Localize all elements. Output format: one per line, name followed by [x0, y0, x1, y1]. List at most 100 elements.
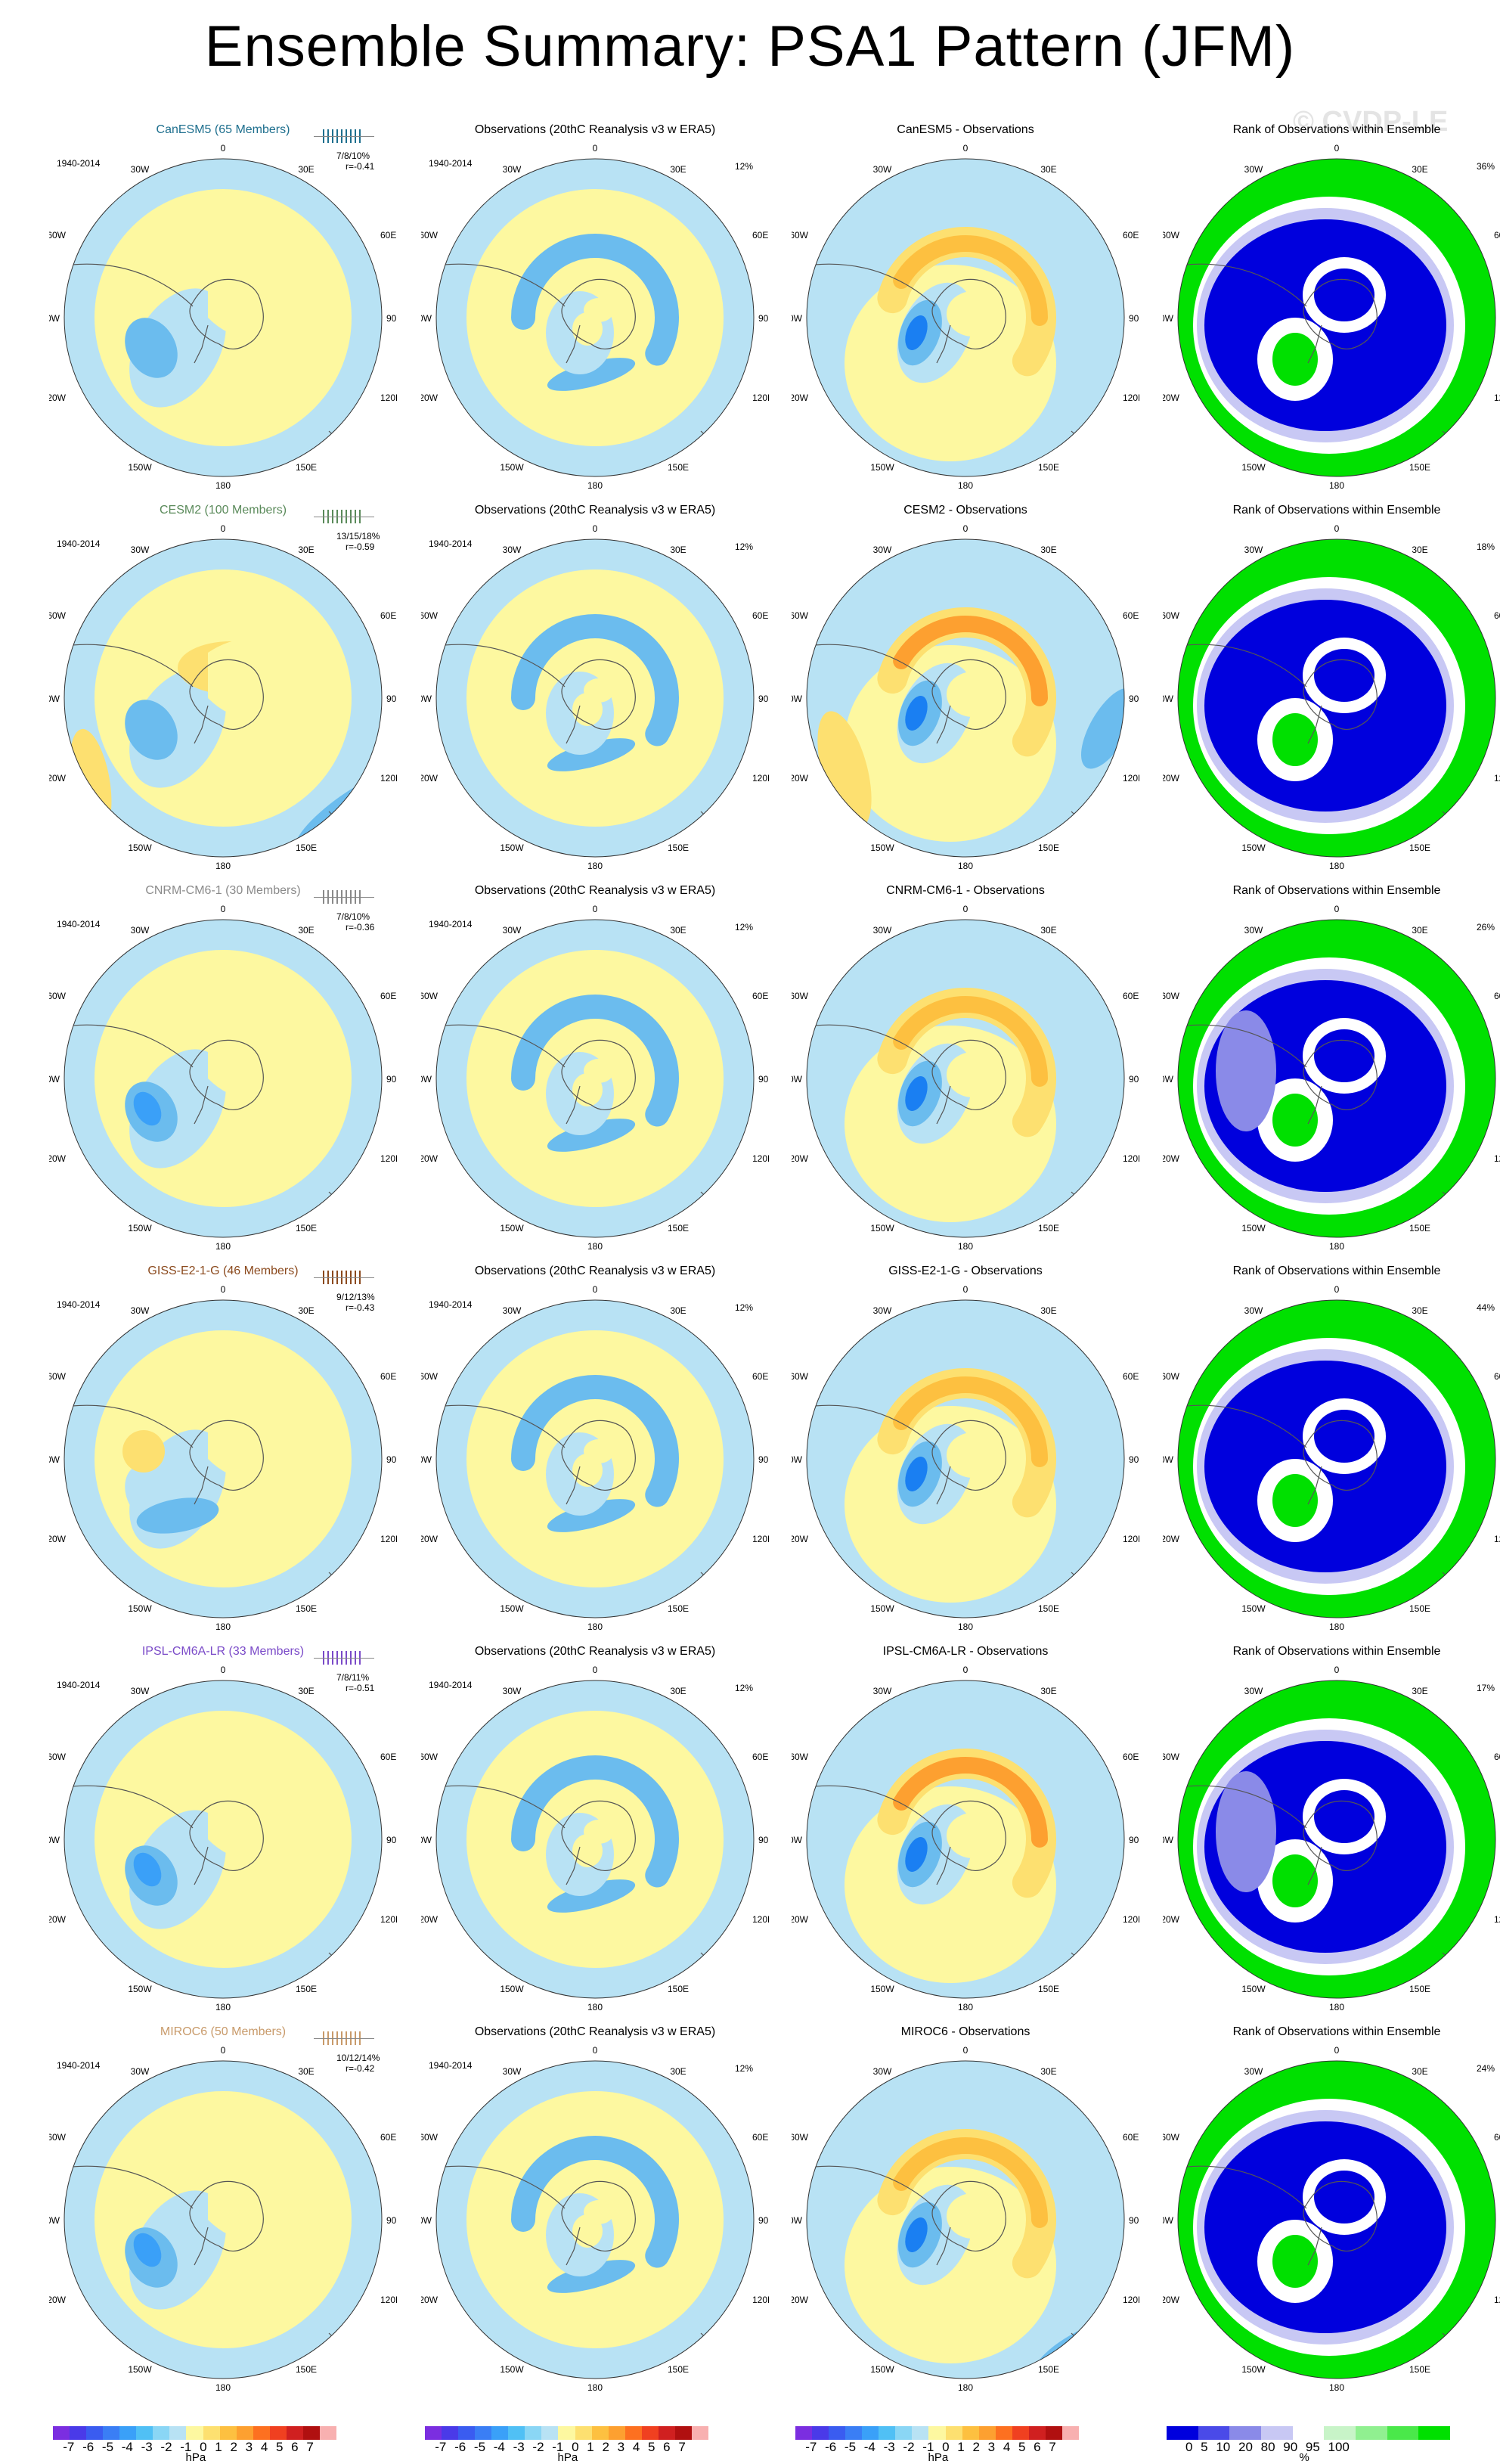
lon-label: 90W	[49, 694, 60, 704]
obs-panel: 0 30W 30E 60W 60E 90W 90E 120W 120E 150W 150E 180 Ob…	[421, 504, 769, 883]
rank-variance-pct: 18%	[1477, 542, 1495, 552]
obs-panel: 0 30W 30E 60W 60E 90W 90E 120W 120E 150W 150E 180 Ob…	[421, 1265, 769, 1644]
lon-label: 60E	[1494, 1371, 1500, 1382]
lon-label: 60W	[792, 230, 809, 241]
lon-label: 30W	[503, 545, 522, 555]
lon-label: 0	[593, 143, 598, 154]
lon-label: 180	[1329, 480, 1344, 491]
lon-label: 30E	[1040, 1686, 1056, 1696]
colorbar-labels: -7 -6 -5 -4 -3 -2 -1 0 1 2 3 4 5 6 7	[63, 2440, 314, 2454]
lon-label: 90E	[386, 1454, 397, 1465]
lon-label: 0	[963, 143, 968, 154]
diff-panel: 0 30W 30E 60W 60E 90W 90E 120W 120E 150W 150E 180 MI…	[792, 2025, 1139, 2405]
rank-map: 030W30E60W60E90W90E120W120E150W150E180	[1163, 523, 1500, 871]
colorbar-swatch	[70, 2426, 87, 2440]
lon-label: 150E	[1409, 1603, 1430, 1614]
rank-variance-pct: 26%	[1477, 922, 1495, 933]
colorbar-swatch	[829, 2426, 846, 2440]
lon-label: 0	[1334, 143, 1340, 154]
lon-label: 0	[963, 2045, 968, 2056]
obs-title: Observations (20thC Reanalysis v3 w ERA5…	[474, 123, 716, 136]
rank-map: 030W30E60W60E90W90E120W120E150W150E180	[1163, 143, 1500, 491]
colorbar-swatch	[658, 2426, 676, 2440]
colorbar-swatch	[319, 2426, 337, 2440]
ensemble-ticks	[314, 510, 382, 531]
rank-map: 030W30E60W60E90W90E120W120E150W150E180	[1163, 904, 1500, 1252]
colorbar-swatch	[1356, 2426, 1388, 2440]
obs-panel: 0 30W 30E 60W 60E 90W 90E 120W 120E 150W 150E 180 Ob…	[421, 1645, 769, 2025]
colorbar-swatch	[491, 2426, 509, 2440]
rank-map: 030W30E60W60E90W90E120W120E150W150E180	[1163, 1284, 1500, 1632]
lon-label: 90W	[49, 1454, 60, 1465]
lon-label: 90E	[758, 694, 769, 704]
obs-title: Observations (20thC Reanalysis v3 w ERA5…	[474, 884, 716, 897]
diff-map: 0 30W 30E 60W 60E 90W 90E 120W 120E 150W 150E 180	[792, 143, 1139, 491]
lon-label: 0	[593, 523, 598, 534]
lon-label: 150E	[1038, 1223, 1059, 1234]
model-panel: 0 30W 30E 60W 60E 90W 90E 120W 120E 150W 150E 180 GI…	[49, 1265, 397, 1644]
rank-variance-pct: 24%	[1477, 2063, 1495, 2074]
colorbar-swatch	[978, 2426, 996, 2440]
lon-label: 150W	[1241, 2364, 1266, 2375]
pattern-stats: 9/12/13%	[336, 1292, 375, 1302]
lon-label: 60E	[1123, 230, 1139, 241]
lon-label: 60E	[1123, 991, 1139, 1001]
model-panel: 0 30W 30E 60W 60E 90W 90E 120W 120E 150W 150E 180 Ca…	[49, 123, 397, 503]
diff-title: IPSL-CM6A-LR - Observations	[882, 1645, 1049, 1658]
colorbar-swatch	[962, 2426, 980, 2440]
lon-label: 30W	[131, 1686, 150, 1696]
lon-label: 120W	[49, 1914, 67, 1925]
lon-label: 0	[963, 523, 968, 534]
lon-label: 150E	[1038, 1603, 1059, 1614]
lon-label: 30W	[873, 1305, 892, 1316]
model-title: CESM2 (100 Members)	[159, 504, 287, 517]
lon-label: 60W	[792, 1752, 809, 1762]
lon-label: 30W	[131, 2066, 150, 2077]
lon-label: 90W	[49, 1835, 60, 1845]
lon-label: 30W	[1244, 1305, 1263, 1316]
model-map: 0 30W 30E 60W 60E 90W 90E 120W 120E 150W 150E 180	[49, 1284, 397, 1632]
colorbar-swatch	[945, 2426, 963, 2440]
lon-label: 90E	[1129, 1835, 1139, 1845]
lon-label: 150W	[500, 462, 524, 473]
lon-label: 30W	[131, 164, 150, 175]
lon-label: 90W	[1163, 2215, 1174, 2226]
rank-title: Rank of Observations within Ensemble	[1232, 2025, 1441, 2038]
lon-label: 180	[215, 480, 231, 491]
lon-label: 60E	[380, 991, 396, 1001]
lon-label: 60E	[380, 1371, 396, 1382]
pattern-correlation: r=-0.59	[346, 542, 375, 552]
lon-label: 30E	[298, 164, 314, 175]
lon-label: 60W	[1163, 2132, 1180, 2143]
colorbar-swatch	[253, 2426, 271, 2440]
period-label: 1940-2014	[57, 538, 101, 549]
lon-label: 90W	[421, 694, 432, 704]
rank-title: Rank of Observations within Ensemble	[1232, 123, 1441, 136]
lon-label: 180	[1329, 2002, 1344, 2012]
diff-map: 0 30W 30E 60W 60E 90W 90E 120W 120E 150W 150E 180	[792, 1284, 1139, 1632]
lon-label: 120E	[752, 773, 769, 784]
colorbar-swatch	[795, 2426, 813, 2440]
lon-label: 150E	[296, 1984, 317, 1994]
lon-label: 150E	[1038, 1984, 1059, 1994]
lon-label: 0	[593, 904, 598, 914]
lon-label: 90E	[758, 313, 769, 324]
lon-label: 60E	[752, 1371, 768, 1382]
lon-label: 0	[221, 2045, 226, 2056]
lon-label: 60W	[792, 991, 809, 1001]
colorbar-swatch	[219, 2426, 237, 2440]
lon-label: 150E	[296, 1223, 317, 1234]
lon-label: 90W	[792, 313, 803, 324]
obs-panel: 0 30W 30E 60W 60E 90W 90E 120W 120E 150W 150E 180 Ob…	[421, 2025, 769, 2405]
ensemble-ticks	[314, 890, 382, 911]
lon-label: 0	[221, 143, 226, 154]
lon-label: 30W	[503, 1305, 522, 1316]
model-map: 0 30W 30E 60W 60E 90W 90E 120W 120E 150W 150E 180	[49, 523, 397, 871]
lon-label: 30E	[670, 545, 686, 555]
lon-label: 60W	[1163, 991, 1180, 1001]
diff-panel: 0 30W 30E 60W 60E 90W 90E 120W 120E 150W 150E 180 Ca…	[792, 123, 1139, 503]
lon-label: 30E	[1040, 1305, 1056, 1316]
lon-label: 30E	[298, 545, 314, 555]
colorbar-swatch	[458, 2426, 476, 2440]
colorbar-swatch	[169, 2426, 187, 2440]
